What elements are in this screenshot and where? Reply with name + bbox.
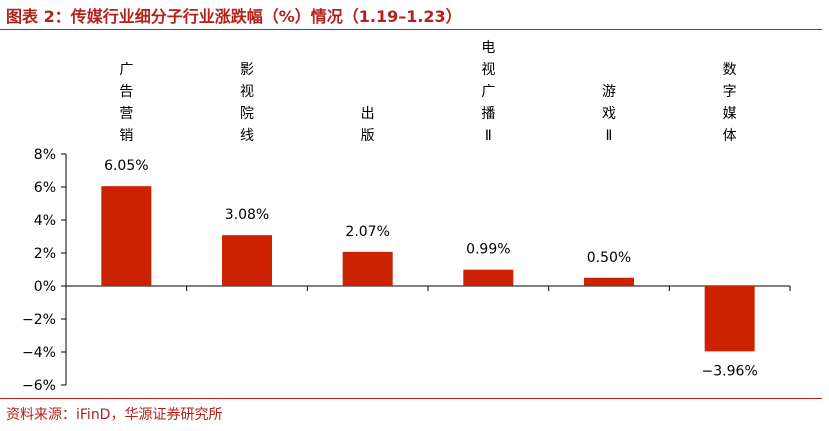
bar-chart: 8% 6% 4% 2% 0% −2% −4% −6% 6.05% 广告营销 3.08% 影视院线 2.0… bbox=[22, 40, 791, 394]
y-tick-label: 6% bbox=[34, 180, 56, 196]
y-tick-label: −6% bbox=[22, 378, 56, 394]
data-label-4: 0.99% bbox=[466, 242, 510, 258]
bar-3 bbox=[342, 251, 393, 286]
y-tick-label: 0% bbox=[34, 279, 56, 295]
footer-divider bbox=[0, 398, 822, 399]
data-label-3: 2.07% bbox=[345, 224, 389, 240]
category-label-6: 数字媒体 bbox=[723, 62, 737, 144]
source-note: 资料来源：iFinD，华源证券研究所 bbox=[6, 407, 223, 423]
category-label-5: 游戏 Ⅱ bbox=[602, 84, 616, 144]
y-tick-label: 8% bbox=[34, 147, 56, 163]
bar-2 bbox=[222, 235, 272, 286]
category-label-4: 电视广播 Ⅱ bbox=[481, 40, 495, 144]
category-label-1: 广告营销 bbox=[119, 62, 133, 144]
title-divider bbox=[0, 29, 822, 30]
bar-4 bbox=[463, 269, 514, 286]
bar-5 bbox=[584, 277, 634, 286]
y-tick-label: 4% bbox=[34, 213, 56, 229]
bar-6 bbox=[704, 286, 755, 352]
figure-title: 图表 2：传媒行业细分子行业涨跌幅（%）情况（1.19–1.23） bbox=[6, 7, 462, 26]
y-tick-label: −2% bbox=[22, 312, 56, 328]
category-label-3: 出版 bbox=[361, 106, 375, 144]
y-tick-label: −4% bbox=[22, 345, 56, 361]
y-tick-label: 2% bbox=[34, 246, 56, 262]
data-label-5: 0.50% bbox=[587, 250, 631, 266]
bar-1 bbox=[101, 186, 152, 286]
data-label-1: 6.05% bbox=[104, 158, 148, 174]
data-label-2: 3.08% bbox=[225, 207, 269, 223]
data-label-6: −3.96% bbox=[702, 363, 758, 379]
category-label-2: 影视院线 bbox=[240, 62, 254, 144]
